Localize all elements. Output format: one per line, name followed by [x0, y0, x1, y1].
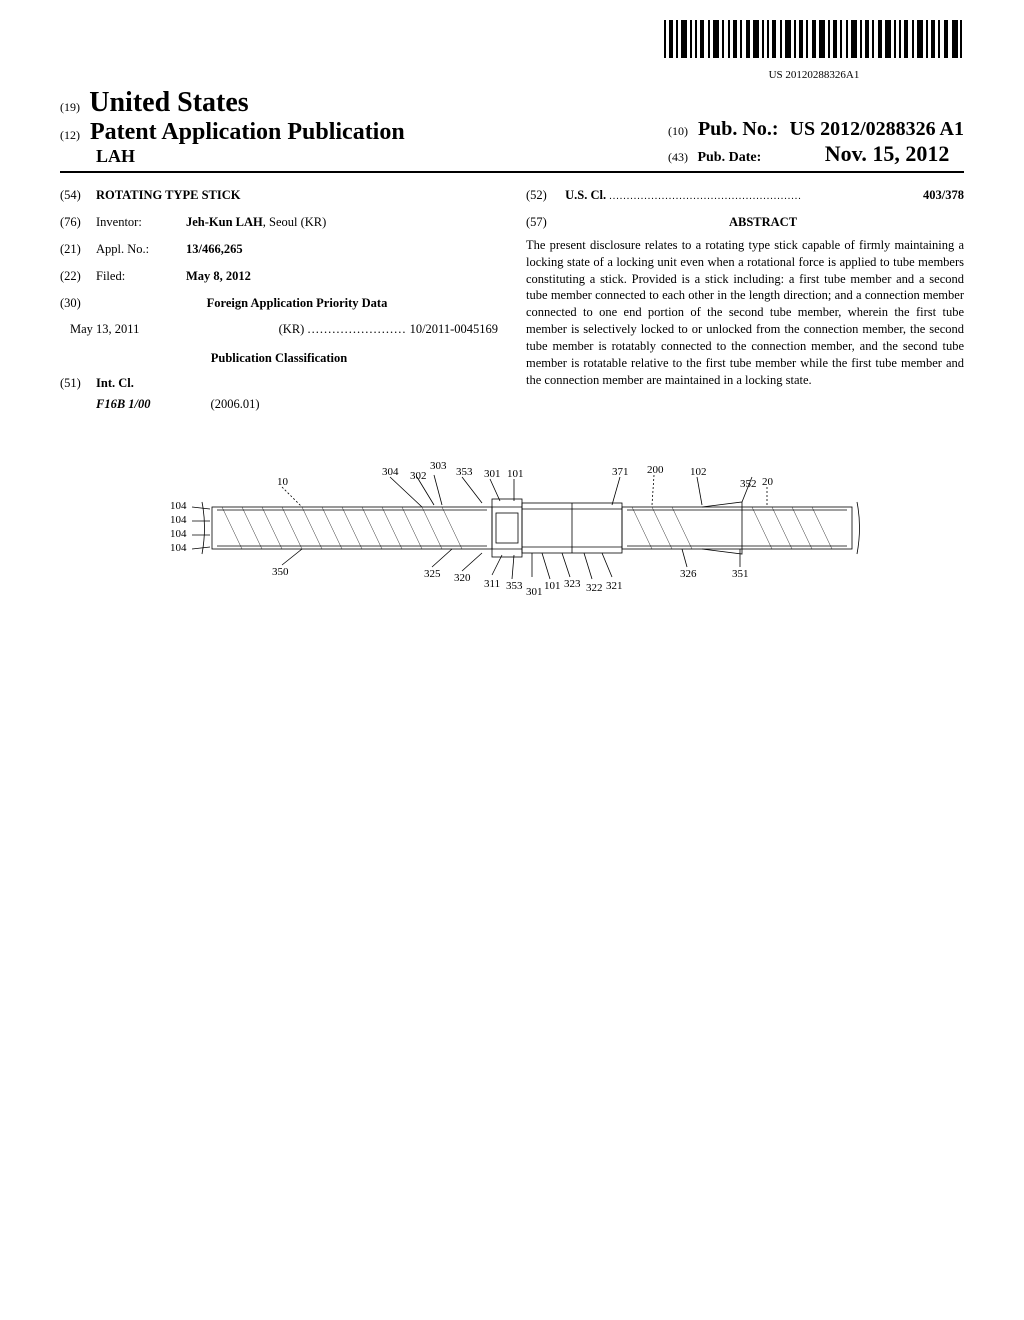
fig-label: 326 [680, 568, 697, 580]
pub-no: US 2012/0288326 A1 [790, 118, 964, 140]
num-57: (57) [526, 214, 562, 231]
fig-label-104: 104 [170, 514, 187, 526]
applno-label: Appl. No.: [96, 241, 186, 258]
barcode: US 20120288326A1 [664, 20, 964, 81]
filed-label: Filed: [96, 268, 186, 285]
barcode-text: US 20120288326A1 [664, 69, 964, 81]
patent-figure: 10 304 303 302 353 301 101 371 200 102 3… [60, 447, 964, 612]
fig-label: 350 [272, 566, 289, 578]
fig-label: 352 [740, 478, 757, 490]
fig-label: 301 [526, 586, 543, 598]
abstract-title: ABSTRACT [562, 214, 964, 231]
fig-label: 321 [606, 580, 623, 592]
num-12: (12) [60, 128, 80, 142]
intcl-code: F16B 1/00 [96, 396, 151, 413]
figure-svg: 10 304 303 302 353 301 101 371 200 102 3… [142, 447, 882, 607]
fig-label: 102 [690, 466, 707, 478]
num-21: (21) [60, 241, 96, 258]
fig-label: 301 [484, 468, 501, 480]
inventor-name: Jeh-Kun LAH [186, 215, 263, 229]
fig-label: 351 [732, 568, 749, 580]
publication-type: Patent Application Publication [90, 119, 405, 145]
body-columns: (54) ROTATING TYPE STICK (76) Inventor: … [60, 187, 964, 417]
fig-label: 322 [586, 582, 603, 594]
intcl-year: (2006.01) [211, 396, 260, 413]
fig-label: 320 [454, 572, 471, 584]
patent-header: (19) United States (12) Patent Applicati… [60, 87, 964, 173]
abstract-text: The present disclosure relates to a rota… [526, 237, 964, 389]
fig-label: 371 [612, 466, 629, 478]
num-51: (51) [60, 375, 96, 392]
right-column: (52) U.S. Cl. ..........................… [526, 187, 964, 417]
fig-label: 101 [507, 468, 524, 480]
num-54: (54) [60, 187, 96, 204]
fig-label: 323 [564, 578, 581, 590]
intcl-label: Int. Cl. [96, 375, 134, 392]
inventor-loc: , Seoul (KR) [263, 215, 327, 229]
pub-no-label: Pub. No.: [698, 118, 779, 140]
foreign-priority-row: May 13, 2011 (KR) ......................… [60, 321, 498, 338]
inventor-lastname: LAH [96, 146, 135, 166]
barcode-block: US 20120288326A1 [60, 20, 964, 83]
foreign-date: May 13, 2011 [70, 321, 139, 338]
pub-date-label: Pub. Date: [697, 150, 761, 165]
fig-label: 302 [410, 470, 427, 482]
inventor-label: Inventor: [96, 214, 186, 231]
uscl-label: U.S. Cl. [565, 188, 606, 202]
header-left: (19) United States (12) Patent Applicati… [60, 87, 644, 167]
fig-label-104: 104 [170, 542, 187, 554]
num-43: (43) [668, 150, 688, 164]
num-22: (22) [60, 268, 96, 285]
fig-label: 353 [456, 466, 473, 478]
fig-label: 311 [484, 578, 500, 590]
invention-title: ROTATING TYPE STICK [96, 187, 240, 204]
filed-val: May 8, 2012 [186, 268, 251, 285]
pub-class-title: Publication Classification [60, 350, 498, 367]
fig-label: 304 [382, 466, 399, 478]
barcode-svg [664, 20, 964, 62]
num-30: (30) [60, 295, 96, 312]
country: United States [89, 87, 248, 118]
fig-label-104: 104 [170, 528, 187, 540]
num-19: (19) [60, 100, 80, 114]
foreign-app: 10/2011-0045169 [410, 322, 498, 336]
num-10: (10) [668, 124, 688, 138]
fig-label: 200 [647, 464, 664, 476]
fig-label: 101 [544, 580, 561, 592]
foreign-dots: ........................ [307, 322, 406, 336]
header-right: (10) Pub. No.: US 2012/0288326 A1 (43) P… [644, 118, 964, 167]
fig-label-104: 104 [170, 500, 187, 512]
fig-label: 325 [424, 568, 441, 580]
pub-date: Nov. 15, 2012 [825, 141, 950, 166]
num-76: (76) [60, 214, 96, 231]
uscl-dots: ........................................… [609, 191, 802, 202]
fig-label: 10 [277, 476, 289, 488]
fig-label: 303 [430, 460, 447, 472]
applno-val: 13/466,265 [186, 241, 243, 258]
num-52: (52) [526, 187, 562, 204]
foreign-country: (KR) [279, 322, 305, 336]
left-column: (54) ROTATING TYPE STICK (76) Inventor: … [60, 187, 498, 417]
foreign-title: Foreign Application Priority Data [96, 295, 498, 312]
fig-label: 20 [762, 476, 774, 488]
uscl-val: 403/378 [923, 187, 964, 204]
fig-label: 353 [506, 580, 523, 592]
